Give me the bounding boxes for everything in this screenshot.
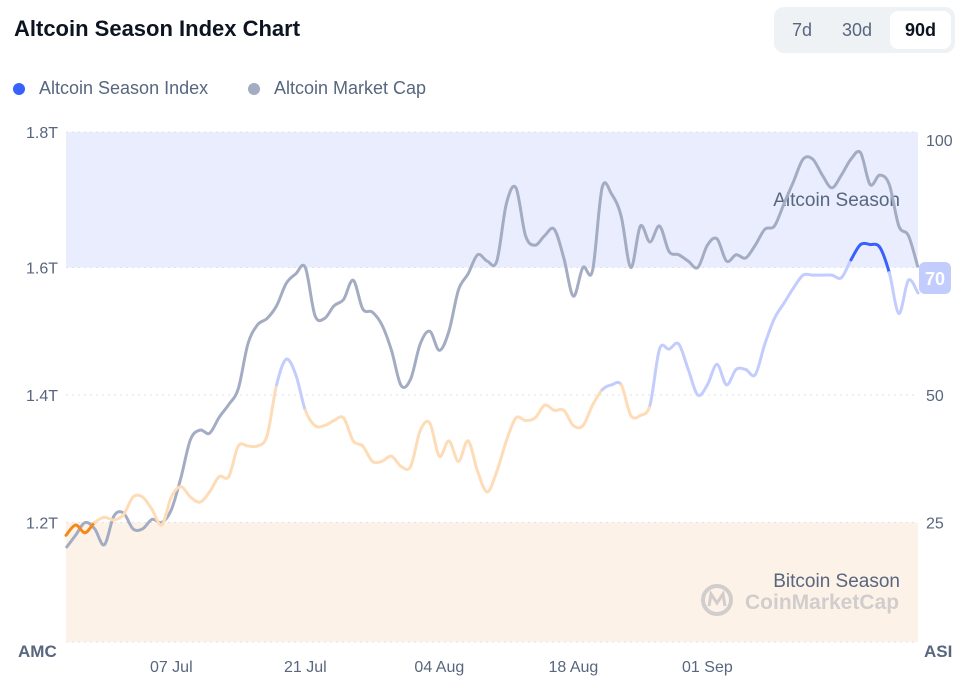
- legend-dot-icon: [248, 82, 260, 95]
- left-axis-tick: 1.8T: [26, 125, 58, 142]
- asi-series-segment: [533, 403, 547, 420]
- page-title: Altcoin Season Index Chart: [14, 16, 301, 41]
- asi-series-segment: [782, 286, 796, 305]
- current-value-badge: [919, 262, 951, 294]
- asi-series-segment: [658, 343, 671, 351]
- asi-series-segment: [303, 408, 317, 428]
- asi-series-segment: [294, 373, 307, 412]
- left-axis-label: AMC: [18, 642, 57, 661]
- asi-series-segment: [342, 416, 355, 443]
- asi-series-segment: [447, 439, 460, 463]
- asi-series-segment: [772, 301, 786, 320]
- right-axis-tick: 25: [926, 516, 944, 533]
- left-axis-tick: 1.6T: [26, 261, 58, 278]
- asi-series-segment: [705, 362, 719, 387]
- range-selector: 7d 30d 90d: [774, 7, 955, 53]
- asi-series-segment: [476, 470, 489, 494]
- asi-series-segment: [638, 403, 652, 417]
- asi-series-segment: [361, 444, 374, 463]
- asi-series-segment: [409, 429, 422, 468]
- asi-series-segment: [600, 383, 614, 392]
- left-axis-tick: 1.4T: [26, 388, 58, 405]
- asi-series-segment: [255, 434, 269, 448]
- asi-series-segment: [792, 273, 805, 290]
- altcoin-season-label: Altcoin Season: [773, 190, 900, 211]
- legend-label: Altcoin Market Cap: [274, 78, 427, 98]
- legend-item-asi[interactable]: Altcoin Season Index: [13, 78, 208, 99]
- x-axis-tick: 04 Aug: [414, 659, 464, 676]
- asi-series-segment: [332, 415, 346, 422]
- asi-series-segment: [906, 278, 920, 295]
- current-value-text: 70: [925, 269, 945, 289]
- x-axis-tick: 18 Aug: [548, 659, 598, 676]
- asi-series-segment: [543, 403, 556, 412]
- asi-series-segment: [389, 454, 403, 468]
- asi-series-segment: [897, 278, 910, 315]
- asi-series-segment: [121, 495, 135, 517]
- asi-series-segment: [648, 347, 662, 407]
- asi-series-segment: [284, 357, 298, 377]
- asi-series-segment: [275, 357, 288, 387]
- amc-series-line: [64, 149, 920, 549]
- asi-series-segment: [753, 342, 767, 377]
- x-axis-tick: 07 Jul: [150, 659, 193, 676]
- asi-series-segment: [715, 362, 729, 387]
- coinmarketcap-watermark: CoinMarketCap: [701, 584, 899, 616]
- asi-series-segment: [456, 439, 470, 463]
- asi-series-segment: [878, 245, 891, 275]
- cmc-logo-mark-icon: [707, 590, 727, 607]
- bitcoin-season-label: Bitcoin Season: [773, 571, 900, 592]
- range-30d-button[interactable]: 30d: [828, 11, 886, 49]
- asi-series-segment: [485, 470, 499, 494]
- legend-item-amc[interactable]: Altcoin Market Cap: [248, 78, 426, 99]
- right-axis-tick: 50: [926, 388, 944, 405]
- altcoin-season-zone: [66, 132, 918, 268]
- asi-series-segment: [437, 439, 451, 458]
- asi-series-segment: [160, 495, 173, 527]
- asi-series-segment: [198, 490, 212, 504]
- asi-series-segment: [686, 368, 700, 397]
- asi-series-segment: [380, 454, 393, 463]
- asi-series-segment: [677, 342, 690, 371]
- asi-series-segment: [93, 515, 106, 524]
- asi-series-segment: [141, 495, 154, 512]
- asi-series-segment: [428, 421, 441, 458]
- asi-series-segment: [696, 383, 709, 398]
- asi-series-segment: [208, 475, 221, 494]
- asi-series-segment: [466, 439, 480, 473]
- asi-series-segment: [763, 317, 776, 346]
- cmc-logo-icon: [701, 584, 733, 616]
- asi-series-segment: [562, 408, 575, 428]
- asi-series-segment: [188, 495, 202, 504]
- x-axis-tick: 01 Sep: [682, 659, 733, 676]
- left-axis-tick: 1.2T: [26, 516, 58, 533]
- right-axis-label: ASI: [924, 642, 952, 661]
- asi-series-segment: [227, 444, 240, 479]
- asi-series-segment: [351, 439, 365, 448]
- asi-series-segment: [839, 258, 853, 280]
- asi-series-segment: [265, 383, 279, 438]
- asi-series-segment: [514, 415, 528, 422]
- asi-series-segment: [495, 439, 508, 473]
- asi-series-segment: [504, 416, 518, 443]
- bitcoin-season-zone: [66, 522, 918, 642]
- watermark-text: CoinMarketCap: [745, 591, 899, 614]
- legend-dot-icon: [13, 82, 25, 95]
- asi-series-segment: [322, 419, 336, 428]
- x-axis-tick: 21 Jul: [284, 659, 327, 676]
- asi-series-segment: [725, 368, 738, 387]
- range-90d-button[interactable]: 90d: [890, 11, 951, 49]
- asi-series-segment: [399, 464, 413, 471]
- asi-series-segment: [619, 383, 633, 417]
- right-axis-tick: 100: [926, 133, 953, 150]
- legend-label: Altcoin Season Index: [39, 78, 209, 98]
- range-7d-button[interactable]: 7d: [778, 11, 826, 49]
- asi-series-segment: [887, 271, 901, 315]
- asi-series-segment: [591, 388, 604, 407]
- asi-series-segment: [581, 403, 595, 428]
- asi-series-segment: [179, 485, 192, 499]
